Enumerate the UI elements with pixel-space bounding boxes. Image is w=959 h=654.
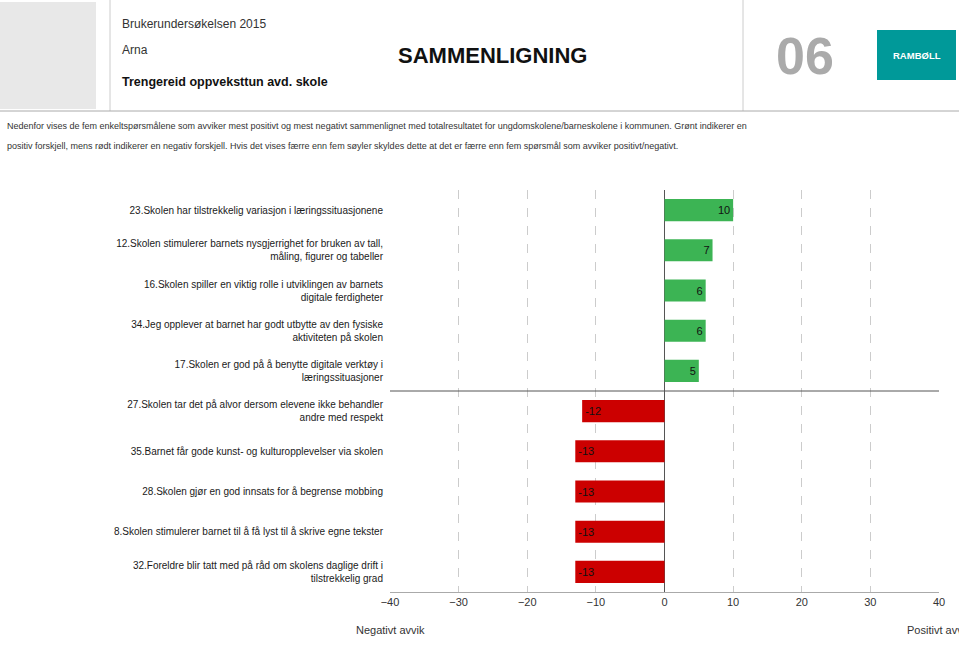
svg-text:17.Skolen er god på å benytte: 17.Skolen er god på å benytte digitale v… xyxy=(175,359,384,383)
svg-text:7: 7 xyxy=(703,244,709,256)
svg-text:-13: -13 xyxy=(578,486,594,498)
svg-text:8.Skolen stimulerer barnet til: 8.Skolen stimulerer barnet til å få lyst… xyxy=(114,526,384,537)
svg-text:30: 30 xyxy=(864,596,876,608)
svg-text:28.Skolen gjør en god innsats: 28.Skolen gjør en god innsats for å begr… xyxy=(142,486,383,497)
svg-text:RAMBØLL: RAMBØLL xyxy=(893,50,941,61)
svg-text:-13: -13 xyxy=(578,526,594,538)
svg-text:Brukerundersøkelsen 2015: Brukerundersøkelsen 2015 xyxy=(122,17,266,31)
svg-text:-13: -13 xyxy=(578,445,594,457)
svg-text:12.Skolen stimulerer barnets n: 12.Skolen stimulerer barnets nysgjerrigh… xyxy=(116,238,383,262)
svg-text:34.Jeg opplever at barnet har: 34.Jeg opplever at barnet har godt utbyt… xyxy=(131,319,383,343)
svg-text:Trengereid oppveksttun avd. sk: Trengereid oppveksttun avd. skole xyxy=(122,75,328,89)
svg-text:-13: -13 xyxy=(578,566,594,578)
svg-text:Negativt avvik: Negativt avvik xyxy=(356,624,425,636)
svg-text:5: 5 xyxy=(690,365,696,377)
svg-text:0: 0 xyxy=(661,596,667,608)
svg-text:16.Skolen spiller en viktig ro: 16.Skolen spiller en viktig rolle i utvi… xyxy=(144,279,384,303)
svg-text:positiv forskjell, mens rødt i: positiv forskjell, mens rødt indikerer e… xyxy=(7,141,678,151)
svg-text:10: 10 xyxy=(727,596,739,608)
svg-text:−30: −30 xyxy=(449,596,468,608)
svg-text:Arna: Arna xyxy=(122,43,148,57)
svg-text:−20: −20 xyxy=(518,596,537,608)
svg-text:10: 10 xyxy=(718,204,730,216)
svg-text:Nedenfor vises de fem enkeltsp: Nedenfor vises de fem enkeltspørsmålene … xyxy=(7,121,747,131)
svg-text:27.Skolen tar det på alvor der: 27.Skolen tar det på alvor dersom eleven… xyxy=(127,399,383,423)
svg-text:Positivt avvik: Positivt avvik xyxy=(907,624,959,636)
svg-text:−10: −10 xyxy=(587,596,606,608)
svg-text:6: 6 xyxy=(697,285,703,297)
svg-text:-12: -12 xyxy=(585,405,601,417)
svg-text:SAMMENLIGNING: SAMMENLIGNING xyxy=(398,43,587,68)
svg-text:−40: −40 xyxy=(381,596,400,608)
svg-text:40: 40 xyxy=(933,596,945,608)
svg-text:32.Foreldre blir tatt med på r: 32.Foreldre blir tatt med på råd om skol… xyxy=(133,560,383,584)
svg-text:20: 20 xyxy=(796,596,808,608)
svg-text:23.Skolen har tilstrekkelig va: 23.Skolen har tilstrekkelig variasjon i … xyxy=(130,205,384,216)
svg-text:06: 06 xyxy=(776,27,834,85)
svg-text:6: 6 xyxy=(697,325,703,337)
svg-text:35.Barnet får gode kunst- og k: 35.Barnet får gode kunst- og kulturopple… xyxy=(131,446,383,457)
